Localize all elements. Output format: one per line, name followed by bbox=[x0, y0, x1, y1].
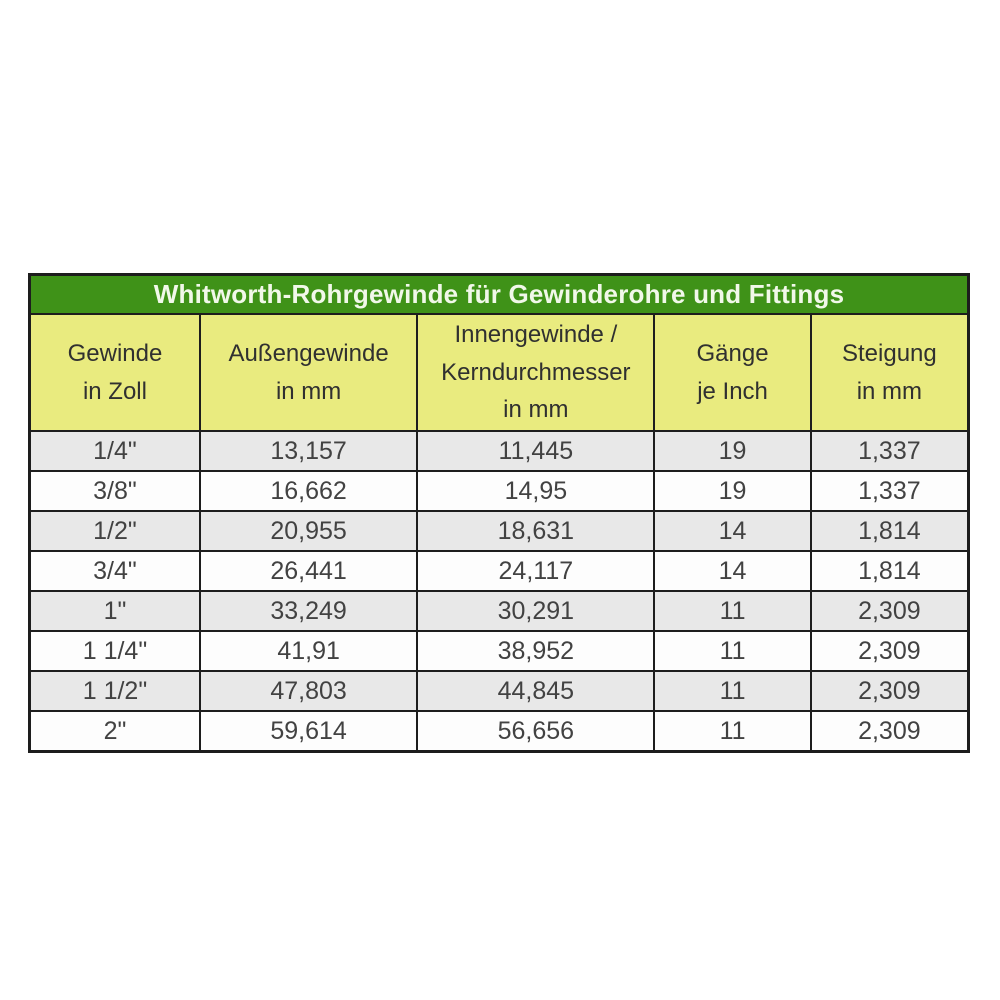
table-cell: 14,95 bbox=[416, 470, 656, 512]
table-cell: 1 1/4" bbox=[28, 630, 201, 672]
table-cell: 14 bbox=[653, 510, 812, 552]
header-row: Gewinde in Zoll Außengewinde in mm Innen… bbox=[28, 313, 970, 432]
table-row: 1 1/4" 41,91 38,952 11 2,309 bbox=[28, 630, 970, 672]
table-cell: 16,662 bbox=[198, 470, 419, 512]
table-row: 1/4" 13,157 11,445 19 1,337 bbox=[28, 430, 970, 472]
table-cell: 41,91 bbox=[198, 630, 419, 672]
title-row: Whitworth-Rohrgewinde für Gewinderohre u… bbox=[28, 273, 970, 315]
table-cell: 19 bbox=[653, 470, 812, 512]
table-cell: 38,952 bbox=[416, 630, 656, 672]
table-row: 1" 33,249 30,291 11 2,309 bbox=[28, 590, 970, 632]
table-cell: 2" bbox=[28, 710, 201, 753]
table-row: 3/8" 16,662 14,95 19 1,337 bbox=[28, 470, 970, 512]
column-header-aussengewinde: Außengewinde in mm bbox=[198, 313, 419, 432]
table-cell: 1,814 bbox=[809, 550, 970, 592]
table-cell: 2,309 bbox=[809, 670, 970, 712]
table-cell: 1" bbox=[28, 590, 201, 632]
table-cell: 18,631 bbox=[416, 510, 656, 552]
table-cell: 11 bbox=[653, 590, 812, 632]
table-cell: 44,845 bbox=[416, 670, 656, 712]
table-cell: 2,309 bbox=[809, 630, 970, 672]
table-cell: 30,291 bbox=[416, 590, 656, 632]
column-header-steigung: Steigung in mm bbox=[809, 313, 970, 432]
table-cell: 24,117 bbox=[416, 550, 656, 592]
table-cell: 1/2" bbox=[28, 510, 201, 552]
table-cell: 1,814 bbox=[809, 510, 970, 552]
table-cell: 26,441 bbox=[198, 550, 419, 592]
column-header-innengewinde-kerndurchmesser: Innengewinde / Kerndurchmesser in mm bbox=[416, 313, 656, 432]
column-header-gewinde-in-zoll: Gewinde in Zoll bbox=[28, 313, 201, 432]
table-cell: 11,445 bbox=[416, 430, 656, 472]
table-cell: 59,614 bbox=[198, 710, 419, 753]
table-cell: 11 bbox=[653, 710, 812, 753]
table-cell: 1 1/2" bbox=[28, 670, 201, 712]
table-cell: 3/8" bbox=[28, 470, 201, 512]
table-cell: 14 bbox=[653, 550, 812, 592]
table-cell: 1,337 bbox=[809, 470, 970, 512]
table-cell: 56,656 bbox=[416, 710, 656, 753]
table-cell: 19 bbox=[653, 430, 812, 472]
table-cell: 2,309 bbox=[809, 710, 970, 753]
table-row: 3/4" 26,441 24,117 14 1,814 bbox=[28, 550, 970, 592]
table-title: Whitworth-Rohrgewinde für Gewinderohre u… bbox=[28, 273, 970, 315]
table-cell: 2,309 bbox=[809, 590, 970, 632]
table-row: 1/2" 20,955 18,631 14 1,814 bbox=[28, 510, 970, 552]
table-cell: 11 bbox=[653, 630, 812, 672]
table-row: 1 1/2" 47,803 44,845 11 2,309 bbox=[28, 670, 970, 712]
table-cell: 3/4" bbox=[28, 550, 201, 592]
table-cell: 47,803 bbox=[198, 670, 419, 712]
whitworth-thread-table: Whitworth-Rohrgewinde für Gewinderohre u… bbox=[28, 273, 970, 753]
table-cell: 13,157 bbox=[198, 430, 419, 472]
column-header-gaenge-je-inch: Gänge je Inch bbox=[653, 313, 812, 432]
table-cell: 11 bbox=[653, 670, 812, 712]
table-cell: 33,249 bbox=[198, 590, 419, 632]
table-row: 2" 59,614 56,656 11 2,309 bbox=[28, 710, 970, 753]
table-cell: 1,337 bbox=[809, 430, 970, 472]
table-cell: 1/4" bbox=[28, 430, 201, 472]
table-cell: 20,955 bbox=[198, 510, 419, 552]
